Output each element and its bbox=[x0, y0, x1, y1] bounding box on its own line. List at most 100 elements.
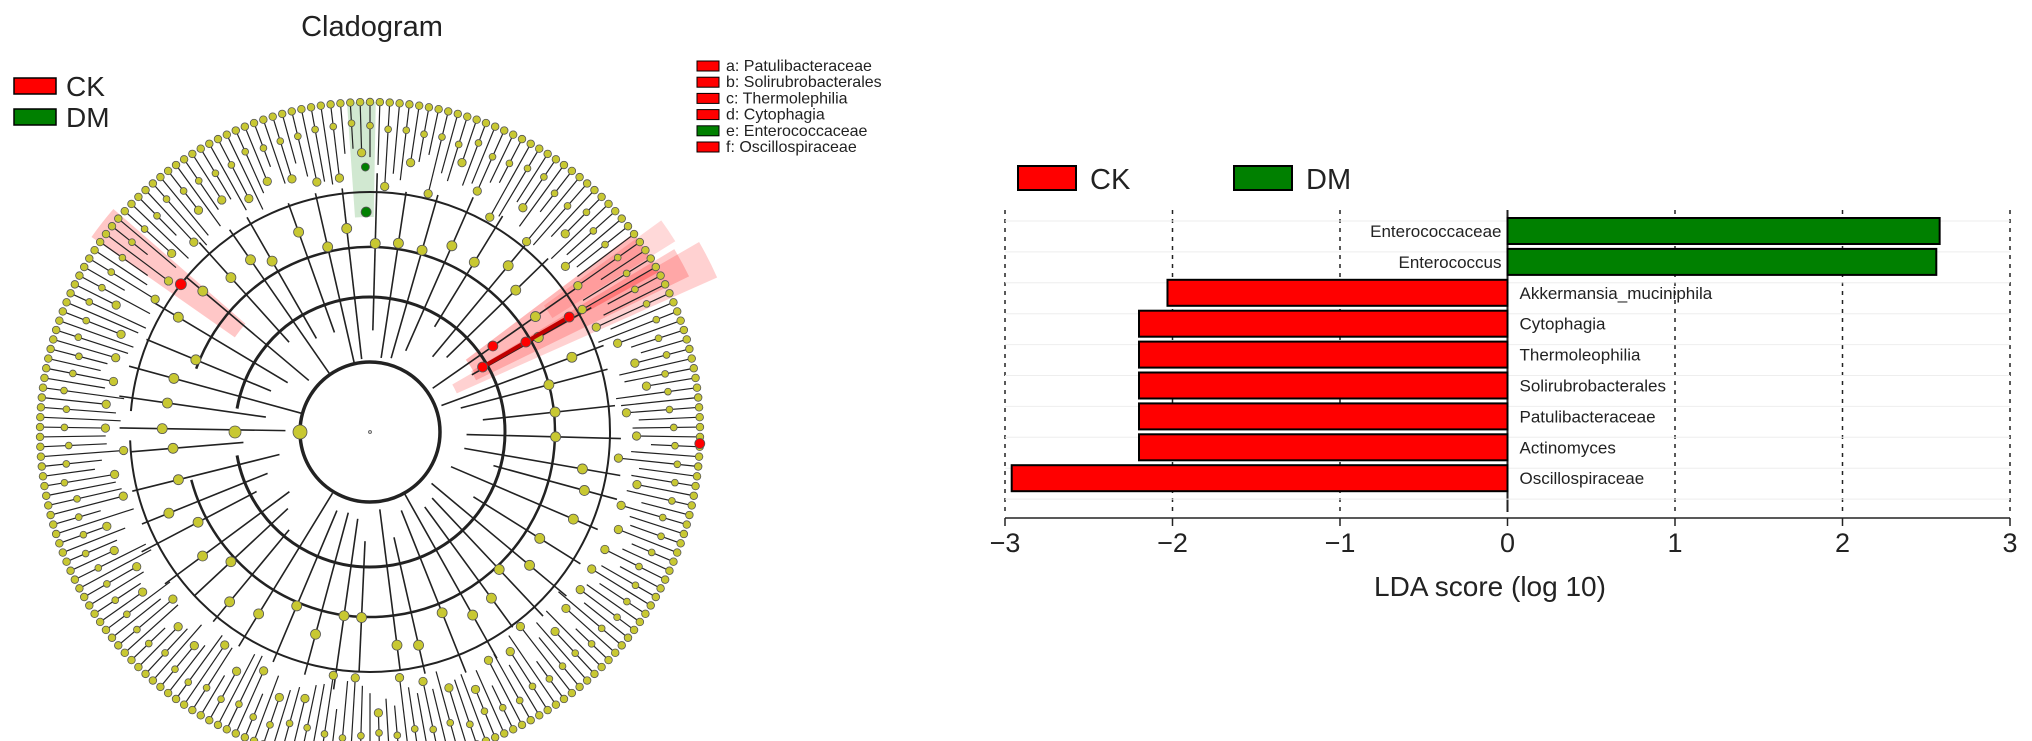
cladogram-leaf-node bbox=[526, 716, 535, 725]
cladogram-node bbox=[293, 226, 305, 238]
tree-branch-intermediate bbox=[193, 507, 289, 597]
cladogram-node bbox=[128, 238, 136, 246]
cladogram-root bbox=[368, 430, 372, 434]
tree-branch bbox=[416, 693, 427, 741]
cladogram-node bbox=[64, 441, 73, 450]
cladogram-inner-node bbox=[613, 338, 623, 348]
cladogram-node bbox=[294, 132, 302, 141]
tree-branch bbox=[79, 549, 152, 589]
tree-branch bbox=[558, 591, 623, 646]
cladogram-node bbox=[631, 581, 640, 590]
tree-branch bbox=[471, 126, 496, 184]
tree-branch bbox=[117, 598, 174, 646]
cladogram-inner-node bbox=[575, 585, 585, 595]
tree-branch-intermediate bbox=[433, 215, 504, 328]
cladogram-inner-node bbox=[111, 353, 121, 363]
cladogram-inner-node bbox=[217, 195, 227, 205]
cladogram-leaf-node bbox=[58, 307, 68, 316]
cladogram-inner-node bbox=[641, 381, 652, 391]
marked-node-f bbox=[174, 278, 187, 291]
cladogram-inner-node bbox=[101, 399, 111, 409]
cladogram-inner-node bbox=[373, 708, 384, 718]
marked-node-e-leaf bbox=[360, 162, 370, 172]
cladogram-node bbox=[528, 682, 537, 691]
marked-node-c bbox=[477, 361, 488, 373]
cladogram-leaf-node bbox=[36, 452, 46, 461]
tree-branch bbox=[538, 637, 581, 688]
cladogram-node bbox=[75, 352, 83, 361]
cladogram-leaf-node bbox=[597, 662, 606, 672]
cladogram-inner-node bbox=[394, 673, 405, 683]
cladogram-node bbox=[225, 272, 237, 284]
cladogram-inner-node bbox=[102, 521, 112, 531]
cladogram-inner-node bbox=[573, 281, 583, 291]
cladogram-leaf-node bbox=[694, 403, 704, 412]
cladogram-inner-node bbox=[591, 322, 601, 332]
tree-branch bbox=[624, 367, 694, 383]
x-tick-label-1: −2 bbox=[1157, 528, 1188, 558]
cladogram-node bbox=[153, 211, 161, 220]
cladogram-leaf-node bbox=[672, 548, 682, 557]
cladogram-node bbox=[493, 564, 505, 575]
tree-branch bbox=[638, 416, 700, 421]
cladogram-node bbox=[416, 244, 428, 256]
cladogram-leaf-node bbox=[148, 676, 158, 685]
cladogram-inner-node bbox=[110, 469, 120, 480]
lda-x-axis: −3 −2 −1 0 1 2 3 bbox=[990, 517, 2018, 558]
taxa-swatch-e bbox=[696, 125, 720, 137]
cladogram-inner-node bbox=[577, 304, 587, 315]
cladogram-node bbox=[249, 713, 257, 721]
tree-branch bbox=[536, 622, 588, 681]
cladogram-leaf-node bbox=[641, 246, 650, 255]
tree-branch bbox=[44, 473, 115, 487]
marked-node-b bbox=[520, 336, 532, 348]
tree-branch bbox=[50, 495, 124, 516]
tree-branch-intermediate bbox=[198, 241, 290, 343]
cladogram-node bbox=[225, 556, 237, 568]
tree-branch bbox=[42, 387, 125, 400]
tree-branch-intermediate bbox=[493, 464, 618, 501]
tree-branch-intermediate bbox=[141, 472, 268, 525]
cladogram-leaf-node bbox=[127, 199, 136, 209]
cladogram-leaf-node bbox=[543, 149, 552, 159]
cladogram-leaf-node bbox=[685, 510, 694, 520]
cladogram-node bbox=[111, 596, 120, 604]
cladogram-leaf-node bbox=[49, 335, 58, 344]
tree-branch bbox=[183, 644, 226, 705]
cladogram-leaf-node bbox=[171, 160, 181, 170]
tree-branch bbox=[359, 102, 363, 153]
cladogram-node bbox=[356, 612, 367, 623]
tree-branch bbox=[518, 164, 565, 227]
tree-branch bbox=[46, 367, 114, 383]
cladogram-leaf-node bbox=[508, 725, 518, 734]
cladogram-node bbox=[524, 559, 535, 571]
cladogram-leaf-node bbox=[42, 491, 51, 500]
cladogram-node bbox=[156, 423, 168, 435]
cladogram-node bbox=[259, 144, 268, 152]
tree-branch bbox=[550, 203, 609, 260]
cladogram-node bbox=[597, 624, 606, 633]
tree-branch bbox=[620, 504, 687, 526]
cladogram-node bbox=[658, 513, 667, 522]
tree-branch bbox=[175, 635, 223, 700]
cladogram-node bbox=[563, 202, 572, 210]
cladogram-leaf-node bbox=[222, 130, 232, 139]
tree-branch bbox=[200, 675, 226, 716]
cladogram-node bbox=[467, 609, 479, 621]
tree-branch bbox=[284, 686, 301, 741]
cladogram-leaf-node bbox=[685, 344, 694, 354]
cladogram-leaf-node bbox=[44, 501, 53, 510]
cladogram-leaf-node bbox=[134, 192, 143, 202]
tree-branch bbox=[341, 681, 349, 741]
cladogram-leaf-node bbox=[249, 118, 259, 128]
cladogram-leaf-node bbox=[651, 262, 660, 272]
tree-branch bbox=[88, 571, 144, 606]
cladogram-marked-nodes bbox=[174, 162, 706, 449]
cladogram-inner-node bbox=[350, 673, 360, 683]
tree-branch-intermediate bbox=[132, 453, 280, 492]
cladogram-leaf-node bbox=[623, 633, 633, 642]
tree-branch bbox=[226, 655, 263, 730]
cladogram-leaf-node bbox=[141, 185, 150, 195]
